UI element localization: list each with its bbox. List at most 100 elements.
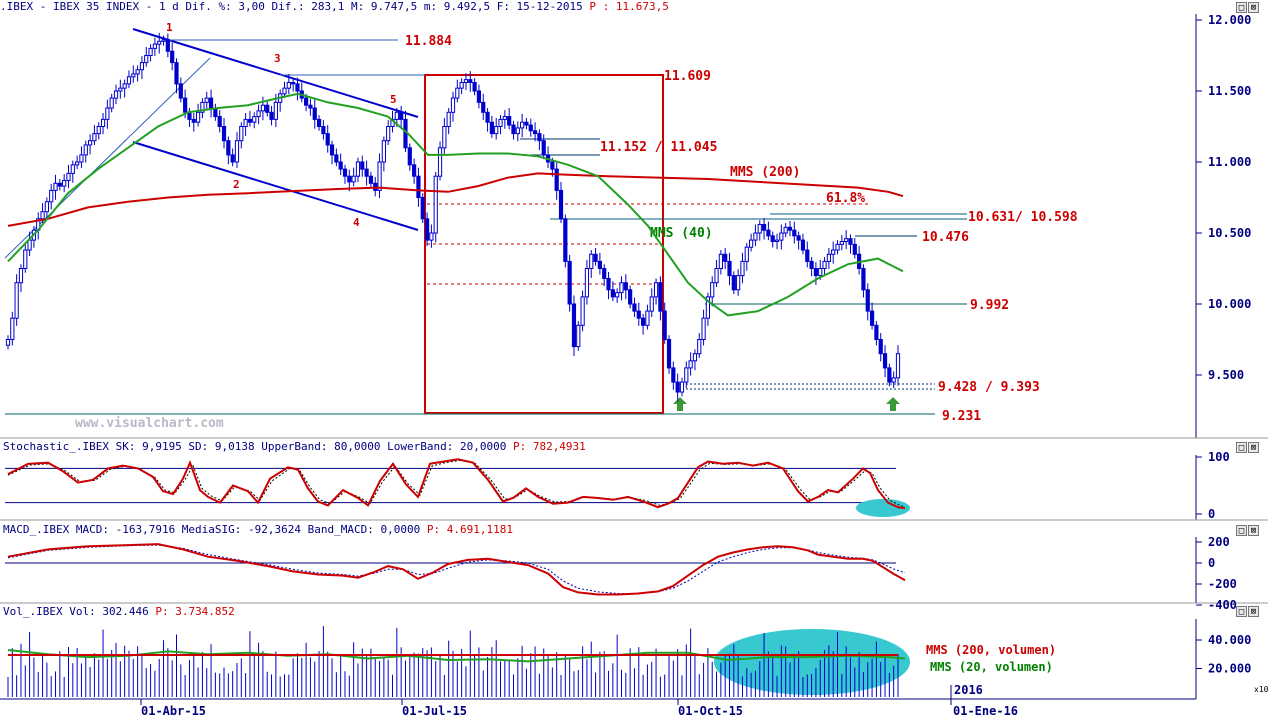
candle-body [666,339,672,369]
candle-body [455,87,460,99]
candle-body [329,144,335,156]
candle-body [57,182,62,187]
candle-body [844,238,849,243]
close-button[interactable]: ⊠ [1248,442,1259,453]
macd-price-label: P: 4.691,1181 [426,523,513,536]
candle-body [200,101,205,113]
candle-body [295,83,300,92]
candle-body [481,101,486,113]
candle-body [753,232,758,241]
level-label-10476: 10.476 [922,230,969,245]
candle-body [269,111,274,120]
candle-body [532,130,538,135]
x-tick-label: 01-Jul-15 [402,704,467,717]
candle-body [800,239,806,251]
candle-body [640,317,646,326]
close-button[interactable]: ⊠ [1248,606,1259,617]
candle-body [550,161,555,170]
restore-button[interactable]: □ [1236,442,1247,453]
candle-body [381,140,386,163]
volume-label-text: Vol_.IBEX Vol: 302.446 [3,605,149,618]
y-tick-label: -200 [1208,577,1237,591]
candle-body [243,118,248,128]
close-button[interactable]: ⊠ [1248,2,1259,13]
candle-body [515,127,520,135]
candle-body [671,367,676,383]
candle-body [502,116,507,120]
candle-body [524,121,529,126]
candle-body [476,90,482,103]
candle-body [416,175,421,198]
candle-body [869,310,875,326]
candle-body [204,97,209,103]
candle-body [736,275,741,291]
candle-body [697,339,702,355]
y-tick-label: 0 [1208,556,1215,570]
candle-body [615,292,620,298]
candle-body [49,189,54,203]
candle-body [105,107,110,120]
candle-body [208,97,214,109]
year-marker: 2016 [954,683,983,697]
candle-body [528,124,533,132]
channel-lower-line [132,141,419,231]
candle-body [338,161,343,170]
candle-body [157,40,162,45]
candle-body [79,154,84,163]
volume-unit-note: x10 [1254,685,1268,694]
candle-body [723,253,728,262]
volume-highlight [714,629,910,695]
level-label-11884: 11.884 [405,34,452,49]
x-tick-label: 01-Oct-15 [678,704,743,717]
stochastic-sk-line [7,458,906,510]
candle-body [688,360,693,369]
y-tick-label: 100 [1208,450,1230,464]
volume-sma20-line [7,649,906,663]
candle-body [714,268,719,284]
candle-body [679,381,685,393]
x-axis: 01-Abr-15 01-Jul-15 01-Oct-15 01-Ene-16 … [140,683,1018,717]
candle-body [355,161,361,177]
y-tick-label: 10.500 [1208,226,1251,240]
candle-body [83,144,88,156]
stochastic-highlight [856,499,910,517]
candle-body [684,367,689,383]
stochastic-price-label: P: 782,4931 [512,440,586,453]
candle-body [852,243,857,255]
candle-body [75,161,80,166]
candle-body [878,339,883,355]
sma200-line [7,172,904,227]
candle-body [610,289,615,298]
y-tick-label: 9.500 [1208,368,1244,382]
candle-body [774,239,780,243]
restore-button[interactable]: □ [1236,606,1247,617]
candle-body [485,111,490,123]
candle-body [170,50,175,64]
candle-body [580,296,585,326]
candle-body [53,182,58,191]
candle-body [62,179,67,187]
candle-body [27,239,32,251]
candle-body [805,249,810,262]
candle-body [766,229,771,237]
restore-button[interactable]: □ [1236,2,1247,13]
volume-panel-buttons: □ ⊠ [1236,606,1259,617]
candle-body [740,260,745,277]
candle-body [148,47,153,57]
candle-body [567,260,572,305]
restore-button[interactable]: □ [1236,525,1247,536]
candle-body [14,282,19,319]
candle-body [584,268,590,298]
y-tick-label: 0 [1208,507,1215,521]
candle-body [813,268,819,277]
x-tick-label: 01-Ene-16 [953,704,1018,717]
candle-body [304,97,309,106]
close-button[interactable]: ⊠ [1248,525,1259,536]
candle-body [191,118,196,123]
candle-body [252,116,257,123]
candle-body [174,62,179,85]
candle-body [727,260,732,277]
level-label-9231: 9.231 [942,409,981,424]
wave-label-1: 1 [166,21,173,34]
candle-body [571,303,577,348]
